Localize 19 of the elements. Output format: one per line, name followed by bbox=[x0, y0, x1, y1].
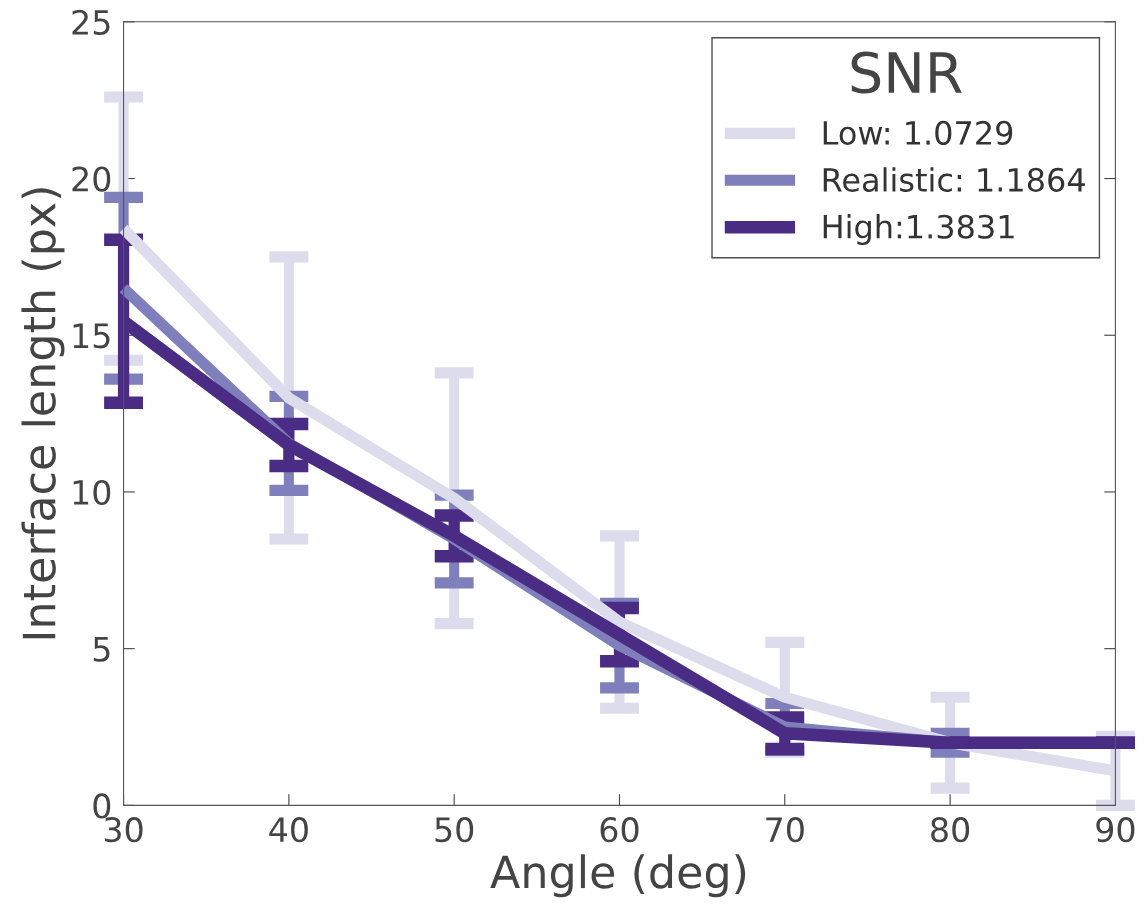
y-tick-label: 25 bbox=[72, 9, 110, 35]
x-tick-label: 90 bbox=[1096, 817, 1135, 843]
y-tick-label: 10 bbox=[73, 479, 111, 506]
legend-title: SNR bbox=[851, 51, 962, 94]
y-tick-label: 5 bbox=[93, 637, 110, 662]
x-tick-label: 70 bbox=[766, 817, 804, 843]
x-axis-title: Angle (deg) bbox=[490, 854, 746, 898]
x-tick-label: 80 bbox=[931, 817, 970, 843]
x-tick-label: 60 bbox=[600, 817, 639, 843]
x-tick-label: 40 bbox=[269, 817, 308, 843]
y-tick-label: 15 bbox=[73, 323, 110, 349]
legend-label: Low: 1.0729 bbox=[823, 120, 1013, 146]
x-tick-label: 50 bbox=[435, 817, 474, 843]
legend-label: High:1.3831 bbox=[823, 214, 1014, 245]
y-tick-label: 0 bbox=[93, 793, 111, 819]
y-tick-label: 20 bbox=[72, 166, 111, 192]
legend-label: Realistic: 1.1864 bbox=[823, 167, 1085, 192]
y-axis-title: Interface length (px) bbox=[21, 188, 65, 639]
x-tick-label: 30 bbox=[104, 817, 143, 843]
